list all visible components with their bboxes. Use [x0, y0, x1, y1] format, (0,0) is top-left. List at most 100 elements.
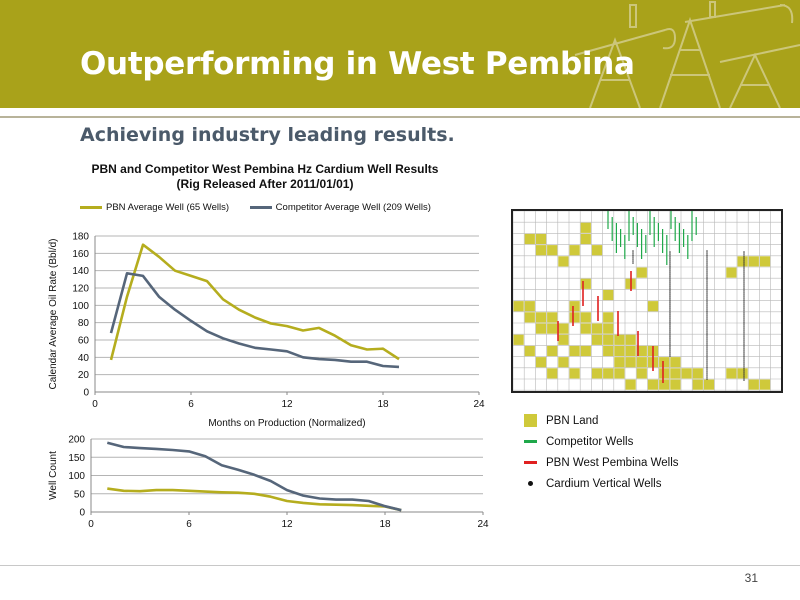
vertical-well-dot	[706, 258, 708, 260]
vertical-well-dot	[743, 299, 745, 301]
pbn-land-parcel	[580, 323, 591, 334]
vertical-well-dot	[743, 377, 745, 379]
vertical-well-dot	[706, 302, 708, 304]
vertical-well-dot	[743, 343, 745, 345]
pbn-land-parcel	[625, 334, 636, 345]
well-count-chart: 0 50 100 150 200 0 6 12 18 24 Well Count	[48, 435, 489, 531]
pbn-land-parcel	[614, 357, 625, 368]
pbn-land-parcel	[569, 301, 580, 312]
pbn-land-parcel	[603, 368, 614, 379]
x-tick-label: 18	[377, 399, 389, 410]
y-axis-label: Calendar Average Oil Rate (Bbl/d)	[48, 238, 59, 389]
map-legend-label: Cardium Vertical Wells	[546, 477, 662, 490]
vertical-well-dot	[706, 254, 708, 256]
vertical-well-dot	[706, 342, 708, 344]
pbn-land-parcel	[647, 301, 659, 312]
vertical-well-dot	[743, 307, 745, 309]
vertical-well-dot	[743, 345, 745, 347]
y-tick-label: 50	[74, 489, 86, 500]
vertical-well-dot	[706, 370, 708, 372]
pbn-land-parcel	[670, 357, 681, 368]
vertical-well-dot	[706, 364, 708, 366]
vertical-well-dot	[669, 297, 671, 299]
vertical-well-dot	[669, 321, 671, 323]
vertical-well-dot	[669, 287, 671, 289]
vertical-well-dot	[706, 326, 708, 328]
vertical-well-dot	[706, 274, 708, 276]
pbn-land-parcel	[535, 233, 547, 245]
vertical-well-dot	[706, 348, 708, 350]
pbn-land-parcel	[535, 357, 547, 368]
pbn-land-parcel	[558, 334, 569, 345]
pbn-land-parcel	[591, 323, 603, 334]
vertical-well-dot	[669, 293, 671, 295]
x-tick-label: 0	[92, 399, 98, 410]
vertical-well-dot	[706, 374, 708, 376]
chart-legend: PBN Average Well (65 Wells) Competitor A…	[80, 202, 449, 213]
chart-title-line-1: PBN and Competitor West Pembina Hz Cardi…	[91, 162, 439, 176]
vertical-well-dot	[669, 273, 671, 275]
vertical-well-dot	[669, 303, 671, 305]
vertical-well-dot	[706, 278, 708, 280]
x-tick-label: 0	[88, 519, 94, 530]
y-tick-label: 80	[78, 318, 90, 329]
vertical-well-dot	[706, 304, 708, 306]
vertical-well-dot	[743, 301, 745, 303]
y-tick-label: 150	[68, 453, 85, 464]
vertical-well-dot	[669, 355, 671, 357]
pbn-land-parcel	[737, 368, 748, 379]
vertical-well-dot	[669, 329, 671, 331]
vertical-well-dot	[743, 313, 745, 315]
pbn-land-parcel	[524, 301, 535, 312]
vertical-well-dot	[706, 270, 708, 272]
map-grid	[513, 211, 781, 391]
vertical-well-dot	[669, 299, 671, 301]
competitor-series-line	[106, 441, 402, 512]
vertical-well-dot	[669, 353, 671, 355]
pbn-land-parcel	[569, 345, 580, 357]
vertical-well-dot	[669, 331, 671, 333]
vertical-well-dot	[706, 266, 708, 268]
pbn-series-line	[107, 487, 402, 512]
pbn-land-parcel	[580, 345, 591, 357]
vertical-well-dot	[706, 306, 708, 308]
pbn-land-parcel	[513, 334, 524, 345]
y-tick-label: 180	[72, 232, 89, 243]
vertical-well-dot	[743, 331, 745, 333]
vertical-well-dot	[669, 259, 671, 261]
vertical-well-dot	[632, 254, 634, 256]
header-banner	[0, 0, 800, 108]
vertical-well-dot	[669, 351, 671, 353]
chart-title-line-2: (Rig Released After 2011/01/01)	[176, 177, 354, 191]
vertical-well-dot	[743, 287, 745, 289]
vertical-well-dot	[706, 298, 708, 300]
map-legend-competitor-wells: Competitor Wells	[520, 431, 679, 452]
pbn-land-parcel	[547, 345, 558, 357]
vertical-well-dot	[706, 260, 708, 262]
vertical-well-dot	[669, 301, 671, 303]
vertical-well-dot	[632, 260, 634, 262]
vertical-well-dot	[669, 285, 671, 287]
map-legend-pbn-wells: PBN West Pembina Wells	[520, 452, 679, 473]
pbn-land-square-icon	[520, 414, 540, 427]
pbn-land-parcel	[547, 323, 558, 334]
y-tick-label: 0	[79, 508, 85, 519]
vertical-well-dot	[743, 325, 745, 327]
vertical-well-dot	[743, 353, 745, 355]
pbn-land-parcel	[636, 267, 647, 278]
pbn-land-parcel	[580, 222, 591, 233]
vertical-well-dot	[743, 347, 745, 349]
pbn-land-parcel	[535, 323, 547, 334]
vertical-well-dot	[743, 267, 745, 269]
vertical-well-dot	[632, 252, 634, 254]
vertical-well-dot	[743, 295, 745, 297]
vertical-well-dot	[669, 277, 671, 279]
vertical-well-dot	[669, 283, 671, 285]
vertical-well-dot	[706, 354, 708, 356]
y-tick-label: 100	[68, 471, 85, 482]
vertical-well-dot	[743, 369, 745, 371]
page-number: 31	[744, 571, 758, 585]
vertical-well-dot	[706, 300, 708, 302]
y-tick-label: 120	[72, 284, 89, 295]
vertical-well-dot	[743, 339, 745, 341]
